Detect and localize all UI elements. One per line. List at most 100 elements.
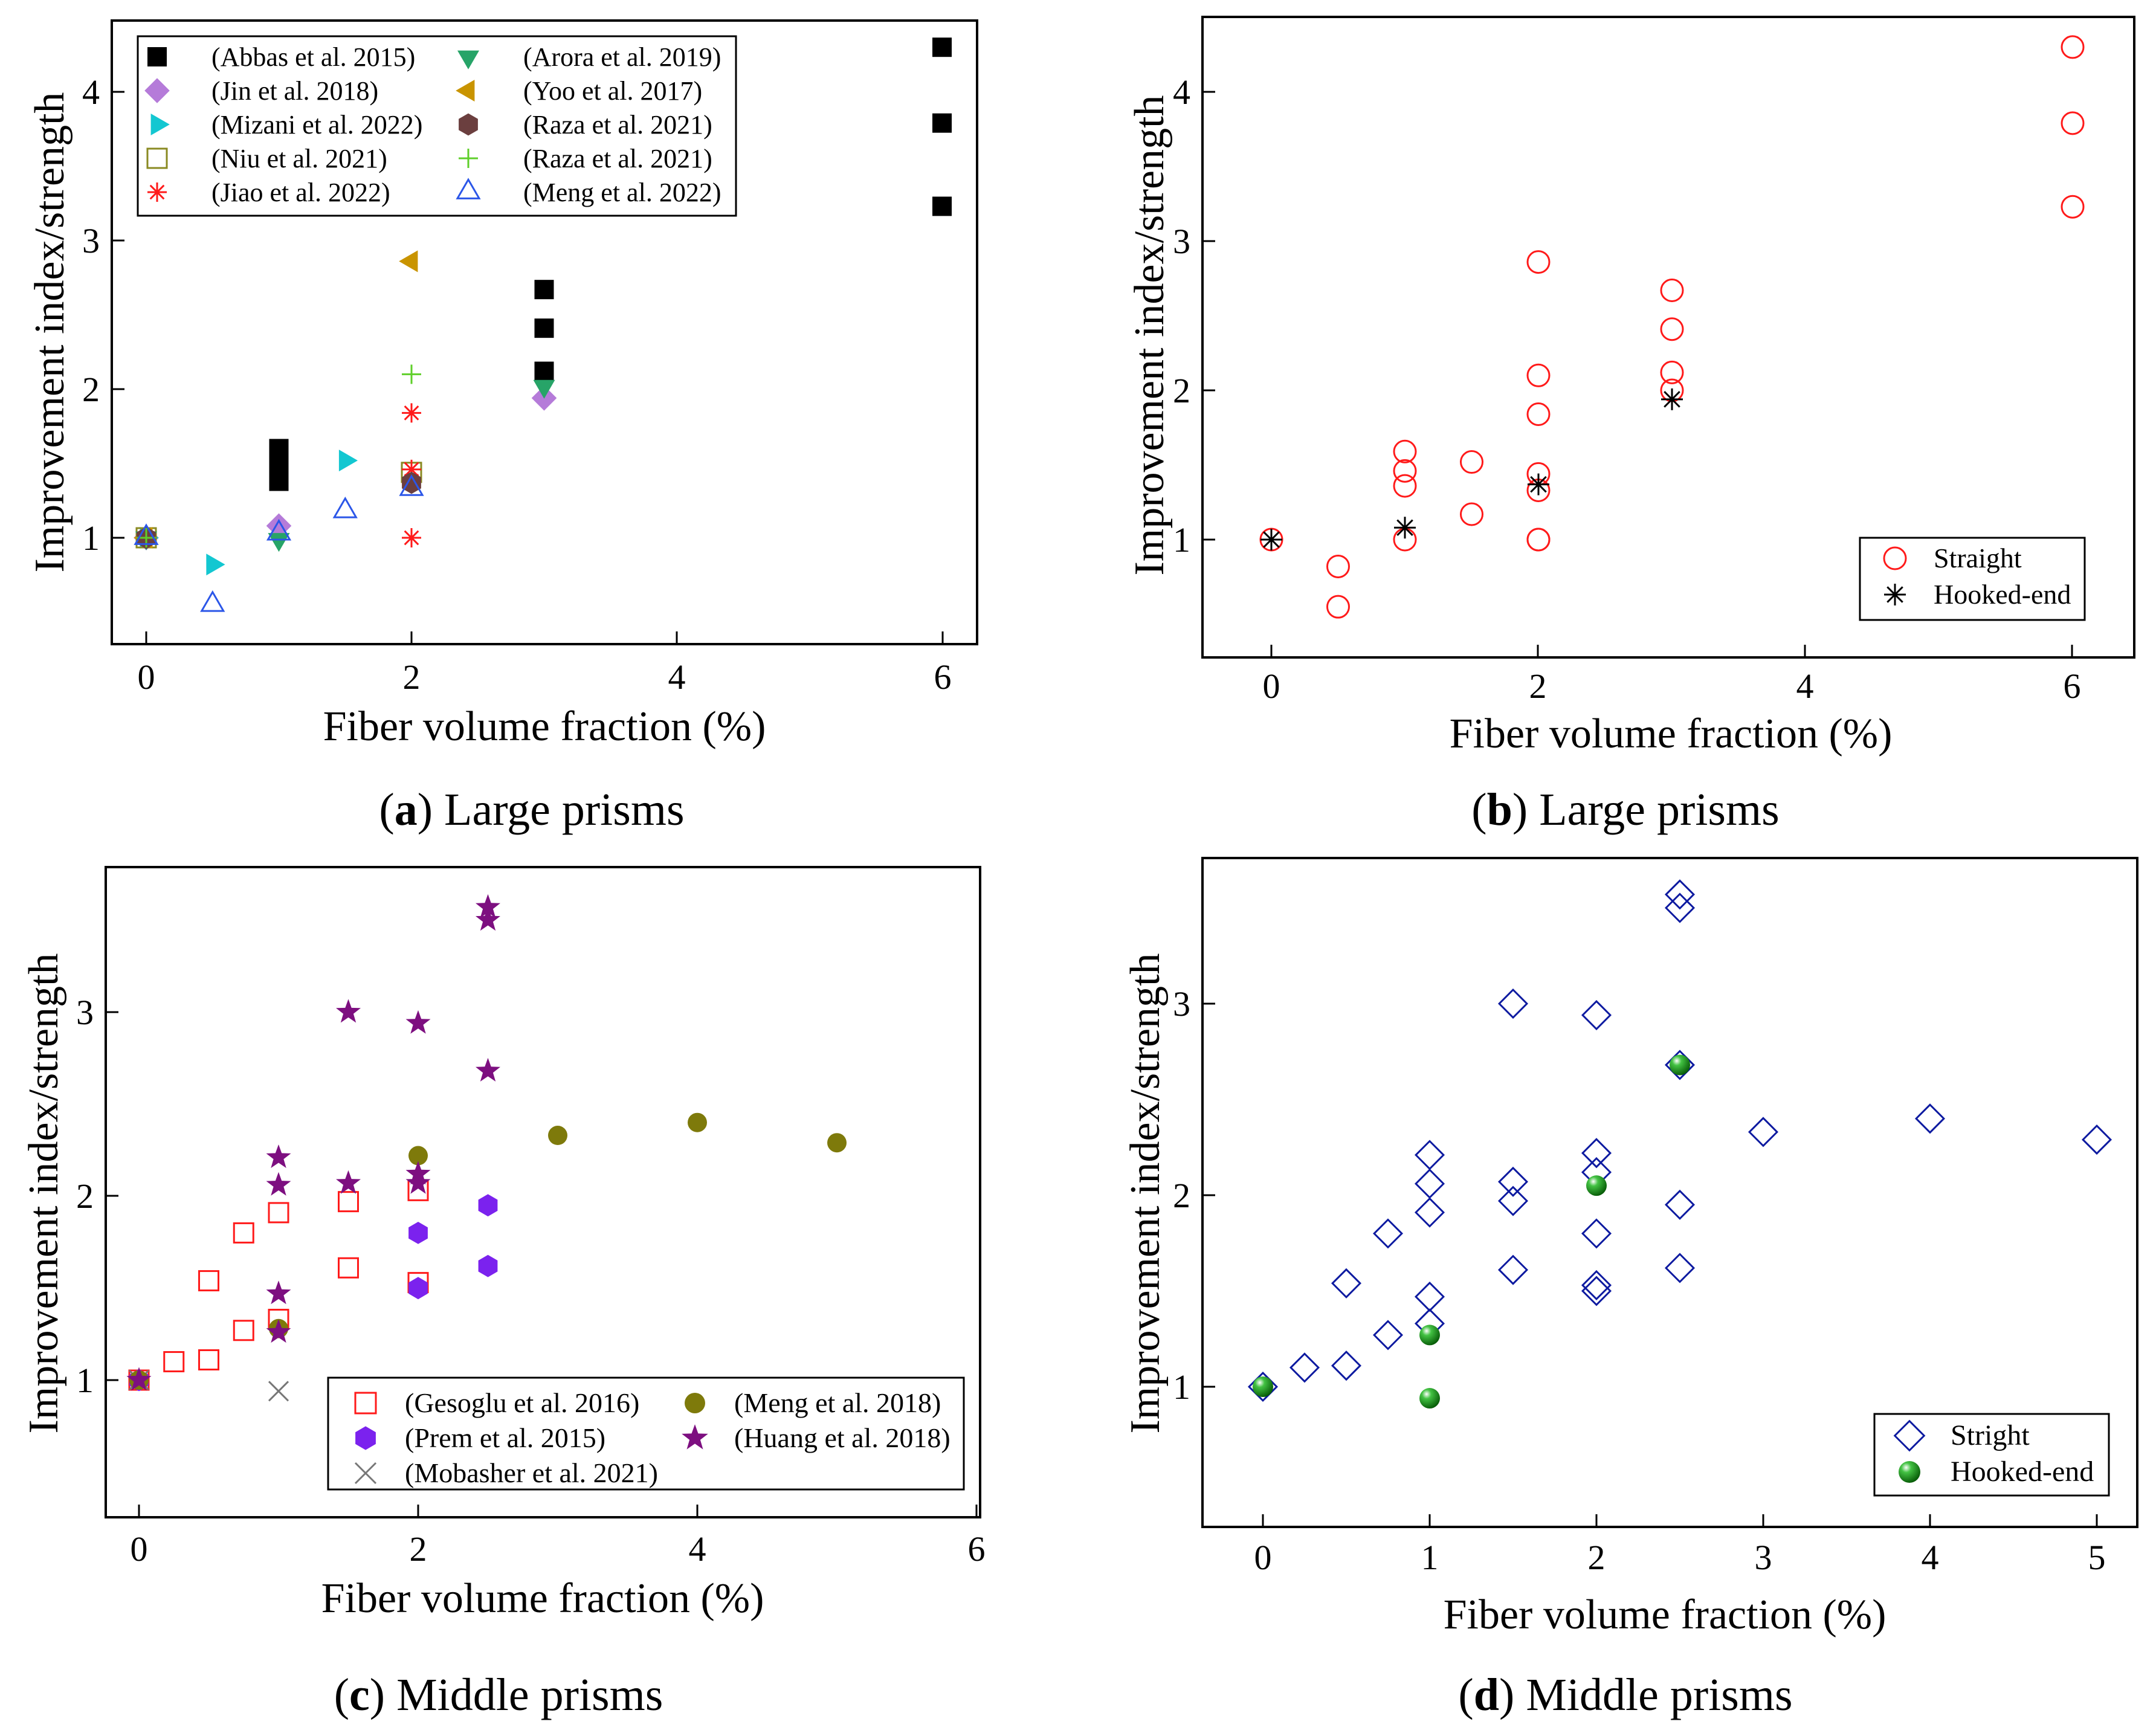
straight-point — [1326, 595, 1350, 619]
straight-point — [2061, 35, 2085, 59]
x-tick-label: 2 — [403, 657, 421, 697]
straight-point — [1526, 250, 1551, 274]
mobasher-et-al-2021-point — [268, 1381, 289, 1402]
data-marks — [1259, 35, 2085, 619]
legend-label: (Huang et al. 2018) — [734, 1422, 951, 1453]
data-marks — [1247, 879, 2112, 1409]
stright-point — [1289, 1352, 1320, 1383]
gesoglu-et-al-2016-point — [338, 1257, 359, 1279]
gesoglu-et-al-2016-point — [198, 1349, 219, 1371]
huang-et-al-2018-point — [266, 1144, 291, 1168]
huang-et-al-2018-point — [405, 1010, 431, 1034]
yoo-et-al-2017-point — [399, 250, 418, 273]
legend-marker — [354, 1462, 377, 1485]
gesoglu-et-al-2016-point — [338, 1191, 359, 1213]
straight-point — [1460, 450, 1483, 474]
legend: (Gesoglu et al. 2016) (Prem et al. 2015) (… — [327, 1376, 965, 1491]
x-axis-ticks — [138, 1505, 978, 1517]
panel-caption: (d) Middle prisms — [1458, 1670, 1792, 1720]
mizani-et-al-2022-point — [338, 450, 358, 472]
legend-label: (Mizani et al. 2022) — [211, 110, 422, 140]
huang-et-al-2018-point — [405, 1161, 431, 1185]
legend-marker — [459, 149, 478, 168]
y-tick-label: 2 — [1173, 371, 1190, 410]
jiao-et-al-2022-point — [402, 528, 421, 547]
abbas-et-al-2015-point — [534, 318, 554, 338]
legend-box — [327, 1376, 965, 1491]
straight-point — [1326, 554, 1350, 578]
legend-marker — [1883, 546, 1907, 570]
meng-et-al-2022-point — [134, 523, 159, 545]
prem-et-al-2015-point — [408, 1277, 428, 1300]
legend-label: (Arora et al. 2019) — [523, 42, 721, 72]
panel-caption: (b) Large prisms — [1471, 784, 1779, 835]
legend-label: (Meng et al. 2018) — [734, 1387, 941, 1418]
abbas-et-al-2015-point — [269, 439, 289, 459]
straight-point — [1393, 439, 1417, 463]
legend-label: (Raza et al. 2021) — [523, 144, 712, 173]
prem-et-al-2015-point — [408, 1222, 428, 1244]
x-axis-label: Fiber volume fraction (%) — [323, 703, 766, 750]
mizani-et-al-2022-point — [206, 553, 225, 576]
y-tick-label: 2 — [82, 370, 100, 409]
straight-point — [1660, 360, 1684, 384]
legend-marker — [457, 50, 479, 69]
legend-marker — [354, 1392, 377, 1415]
arora-et-al-2019-point — [268, 533, 290, 552]
abbas-et-al-2015-point — [932, 113, 952, 133]
x-tick-label: 0 — [1263, 666, 1280, 706]
legend-label: Straight — [1934, 543, 2022, 573]
gesoglu-et-al-2016-point — [163, 1351, 185, 1373]
legend-marker — [1899, 1461, 1920, 1483]
x-tick-label: 6 — [2064, 666, 2081, 706]
y-tick-label: 1 — [1173, 1367, 1190, 1407]
y-axis-label: Improvement index/strength — [27, 92, 73, 572]
panel-caption: (a) Large prisms — [379, 784, 684, 835]
legend-marker — [1893, 1419, 1926, 1452]
x-tick-label: 1 — [1421, 1538, 1439, 1577]
hooked-end-point — [1394, 517, 1416, 539]
abbas-et-al-2015-point — [534, 280, 554, 300]
panel-a: 1 2 3 4 0 2 4 6 Fiber volume fraction (%… — [27, 19, 978, 835]
x-axis-label: Fiber volume fraction (%) — [1444, 1592, 1886, 1638]
x-tick-label: 6 — [968, 1529, 986, 1569]
legend-box — [1859, 537, 2086, 621]
huang-et-al-2018-point — [476, 907, 500, 931]
y-tick-label: 2 — [1173, 1176, 1190, 1215]
huang-et-al-2018-point — [126, 1367, 152, 1391]
panel-caption: (c) Middle prisms — [334, 1670, 663, 1720]
legend-marker — [147, 47, 167, 66]
stright-point — [1581, 1270, 1612, 1301]
y-tick-label: 3 — [76, 993, 94, 1032]
huang-et-al-2018-point — [266, 1280, 291, 1305]
legend: Straight Hooked-end — [1859, 537, 2086, 621]
meng-et-al-2018-point — [408, 1146, 428, 1166]
stright-point — [1664, 1050, 1696, 1080]
hooked-end-point — [1661, 388, 1683, 410]
stright-point — [1497, 988, 1529, 1019]
meng-et-al-2022-point — [399, 474, 424, 496]
legend-marker — [685, 1393, 705, 1413]
legend-label: (Prem et al. 2015) — [405, 1422, 605, 1453]
y-axis-ticks — [1202, 1002, 1215, 1388]
hooked-end-point — [1419, 1388, 1440, 1409]
y-axis-label: Improvement index/strength — [1122, 953, 1169, 1433]
legend: Stright Hooked-end — [1873, 1413, 2110, 1497]
jiao-et-al-2022-point — [402, 403, 421, 423]
legend-label: (Meng et al. 2022) — [523, 178, 721, 207]
straight-point — [1526, 363, 1551, 387]
y-tick-label: 1 — [1173, 520, 1190, 560]
x-tick-label: 4 — [689, 1529, 706, 1569]
legend-label: Hooked-end — [1934, 579, 2071, 610]
x-tick-label: 4 — [668, 657, 686, 697]
legend-marker — [459, 113, 478, 136]
legend-marker — [147, 182, 167, 202]
stright-point — [1748, 1117, 1779, 1147]
stright-point — [1664, 892, 1696, 923]
straight-point — [1660, 317, 1684, 341]
y-tick-label: 2 — [76, 1176, 94, 1216]
stright-point — [1414, 1140, 1445, 1170]
legend-marker — [1884, 584, 1906, 605]
y-tick-label: 4 — [82, 73, 100, 112]
